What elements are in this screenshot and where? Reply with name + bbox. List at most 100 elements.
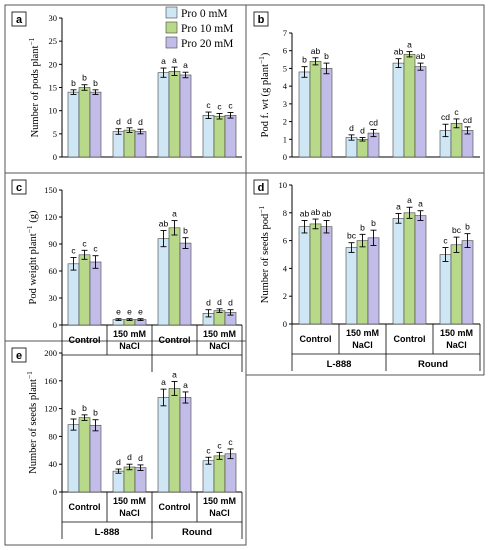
panel-c-ytick-label: 150 xyxy=(44,185,57,195)
panel-c-significance-label: d xyxy=(206,298,211,308)
panel-e-significance-label: d xyxy=(116,457,121,467)
panel-a-bar xyxy=(89,91,102,158)
panel-b-bar xyxy=(298,71,311,158)
panel-b-significance-label: a xyxy=(407,40,412,50)
panel-e-significance-label: d xyxy=(138,453,143,463)
panel-a-significance-label: c xyxy=(206,100,211,110)
panel-b-ytick-label: 1 xyxy=(283,134,287,144)
panel-c-category-label: Control xyxy=(159,335,191,345)
panel-a-bar xyxy=(157,72,170,158)
panel-d-ytick-label: 6 xyxy=(283,236,287,246)
panel-d-genotype-label: Round xyxy=(418,359,448,370)
panel-d-ytick-label: 0 xyxy=(283,319,287,329)
panel-e-bar xyxy=(89,424,102,493)
panel-d-ytick-label: 8 xyxy=(283,208,287,218)
panel-d-category-label: 150 mM xyxy=(440,328,473,338)
panel-d-bar xyxy=(403,212,416,325)
panel-c-bar xyxy=(78,254,91,326)
panel-c-significance-label: e xyxy=(138,307,143,317)
panel-a-bar xyxy=(213,115,226,158)
panel-c-significance-label: d xyxy=(217,297,222,307)
panel-d-significance-label: ab xyxy=(322,208,332,218)
legend-label: Pro 10 mM xyxy=(181,23,233,35)
panel-d-frame xyxy=(245,172,485,376)
panel-d-significance-label: a xyxy=(396,201,401,211)
panel-e-y-axis-label: Number of seeds plant−1 xyxy=(25,371,39,474)
panel-a-bar xyxy=(179,74,192,158)
panel-c-ytick-label: 0 xyxy=(53,320,57,330)
panel-a-bar xyxy=(168,70,181,158)
panel-b-ytick-label: 6 xyxy=(283,46,287,56)
panel-d-significance-label: bc xyxy=(452,225,462,235)
panel-c-category-label: 150 mM xyxy=(203,329,236,339)
panel-d-bar xyxy=(414,215,427,325)
panel-e-bar xyxy=(168,388,181,493)
panel-e-bar xyxy=(67,424,80,493)
panel-a-significance-label: b xyxy=(93,78,98,88)
panel-b-bar xyxy=(392,62,405,158)
panel-d-significance-label: bc xyxy=(347,231,357,241)
panel-d-significance-label: b xyxy=(465,222,470,232)
panel-c-significance-label: c xyxy=(71,246,76,256)
panel-d-significance-label: ab xyxy=(311,207,321,217)
panel-b-ytick-label: 3 xyxy=(283,99,287,109)
panel-d-bar xyxy=(356,240,369,325)
panel-d-significance-label: ab xyxy=(300,208,310,218)
panel-a-bar xyxy=(78,87,91,158)
panel-e-bar xyxy=(202,460,215,493)
panel-e-ytick-label: 120 xyxy=(44,404,57,414)
panel-b-bar xyxy=(309,61,322,158)
panel-a-letter: a xyxy=(16,14,23,26)
panel-d-bar xyxy=(392,218,405,325)
panel-e-significance-label: b xyxy=(71,407,76,417)
panel-e-ytick-label: 200 xyxy=(44,348,57,358)
panel-e-bar xyxy=(134,467,147,493)
panel-b-significance-label: cd xyxy=(369,118,378,128)
panel-c-category-label: 150 mM xyxy=(113,329,146,339)
panel-e-category-label: NaCl xyxy=(119,508,140,518)
panel-e-significance-label: b xyxy=(82,403,87,413)
panel-d-category-label: 150 mM xyxy=(346,328,379,338)
panel-b-y-axis-label: Pod f. wt (g plant−1) xyxy=(257,52,271,137)
panel-b-bar xyxy=(356,138,369,158)
panel-b-bar xyxy=(403,53,416,158)
panel-b-ytick-label: 4 xyxy=(283,81,288,91)
panel-d-significance-label: a xyxy=(407,195,412,205)
panel-c-category-label: NaCl xyxy=(209,341,230,351)
panel-c-significance-label: a xyxy=(172,209,177,219)
panel-e-bar xyxy=(78,417,91,493)
panel-e-significance-label: d xyxy=(127,452,132,462)
panel-a-significance-label: d xyxy=(127,116,132,126)
panel-e-category-label: Control xyxy=(69,502,101,512)
panel-a-significance-label: a xyxy=(183,60,188,70)
panel-e-bar xyxy=(224,453,237,493)
panel-b-significance-label: ab xyxy=(416,51,426,61)
panel-c-bar xyxy=(89,261,102,326)
panel-b-significance-label: ab xyxy=(394,47,404,57)
panel-e-bar xyxy=(157,397,170,493)
panel-a-ytick-label: 25 xyxy=(49,36,58,46)
panel-a-ytick-label: 0 xyxy=(53,152,57,162)
panel-a-bar xyxy=(134,131,147,158)
panel-e-significance-label: a xyxy=(172,369,177,379)
panel-a-significance-label: a xyxy=(172,55,177,65)
panel-e-ytick-label: 0 xyxy=(53,487,57,497)
panel-c-significance-label: c xyxy=(82,238,87,248)
panel-a-significance-label: c xyxy=(228,101,233,111)
panel-d-significance-label: b xyxy=(360,222,365,232)
panel-c-significance-label: b xyxy=(183,226,188,236)
legend-swatch xyxy=(165,6,178,19)
panel-d-genotype-label: L-888 xyxy=(327,359,352,370)
panel-c-significance-label: d xyxy=(228,298,233,308)
panel-a-bar xyxy=(67,91,80,158)
panel-c-ytick-label: 120 xyxy=(44,212,57,222)
panel-e-significance-label: c xyxy=(228,437,233,447)
panel-c-significance-label: e xyxy=(127,307,132,317)
panel-a-ytick-label: 10 xyxy=(49,106,58,116)
panel-e-category-label: Control xyxy=(159,502,191,512)
legend-swatch xyxy=(165,36,178,49)
legend-label: Pro 20 mM xyxy=(181,38,233,50)
panel-c-y-axis-label: Pod weight plant−1 (g) xyxy=(25,210,39,305)
panel-c-bar xyxy=(67,263,80,326)
